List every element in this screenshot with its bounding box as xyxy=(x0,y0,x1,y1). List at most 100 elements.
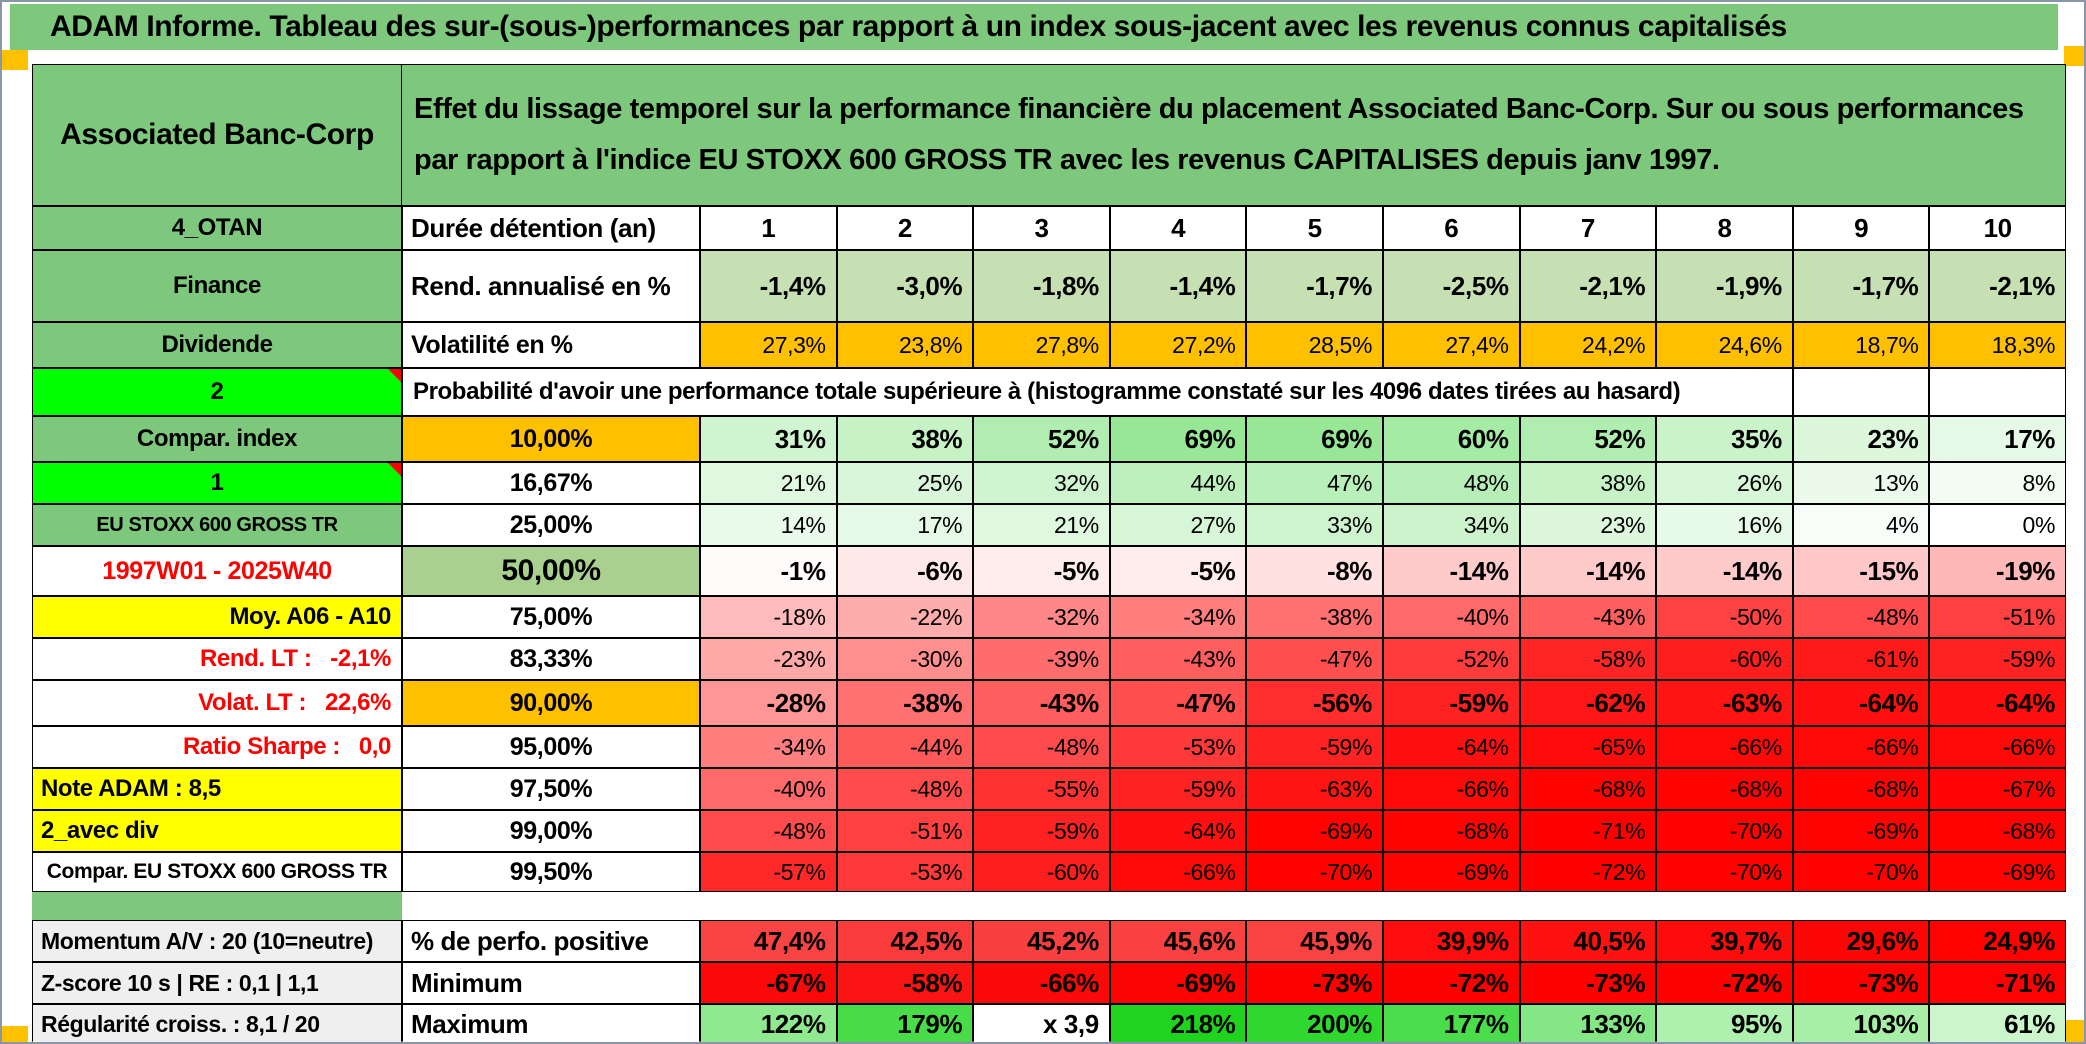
value-cell-p99-5-y3[interactable]: -60% xyxy=(973,852,1110,892)
value-cell-p97-5-y2[interactable]: -48% xyxy=(836,768,974,810)
value-cell-p90-y1[interactable]: -28% xyxy=(700,680,837,726)
metric-label-maximum[interactable]: Maximum xyxy=(402,1004,700,1042)
value-cell-volatility-y9[interactable]: 18,7% xyxy=(1792,322,1930,368)
value-cell-p16-67-y2[interactable]: 25% xyxy=(836,462,974,504)
value-cell-duration-y10[interactable]: 10 xyxy=(1929,206,2066,250)
value-cell-maximum-y2[interactable]: 179% xyxy=(836,1004,974,1042)
value-cell-annualized-return-y6[interactable]: -2,5% xyxy=(1383,250,1520,322)
value-cell-minimum-y3[interactable]: -66% xyxy=(973,962,1110,1004)
value-cell-p83-33-y8[interactable]: -60% xyxy=(1656,638,1793,680)
value-cell-annualized-return-y8[interactable]: -1,9% xyxy=(1656,250,1793,322)
value-cell-p50-y4[interactable]: -5% xyxy=(1109,546,1247,596)
value-cell-p75-y7[interactable]: -43% xyxy=(1519,596,1657,638)
value-cell-positive-perf-y9[interactable]: 29,6% xyxy=(1792,920,1930,962)
value-cell-p95-y9[interactable]: -66% xyxy=(1792,726,1930,768)
value-cell-minimum-y7[interactable]: -73% xyxy=(1519,962,1657,1004)
value-cell-p99-5-y8[interactable]: -70% xyxy=(1656,852,1793,892)
value-cell-minimum-y9[interactable]: -73% xyxy=(1792,962,1930,1004)
value-cell-p83-33-y9[interactable]: -61% xyxy=(1792,638,1930,680)
value-cell-p75-y4[interactable]: -34% xyxy=(1109,596,1247,638)
empty-cell[interactable] xyxy=(1792,368,1930,416)
value-cell-p10-y2[interactable]: 38% xyxy=(836,416,974,462)
value-cell-maximum-y7[interactable]: 133% xyxy=(1519,1004,1657,1042)
value-cell-p99-5-y5[interactable]: -70% xyxy=(1246,852,1383,892)
value-cell-p97-5-y3[interactable]: -55% xyxy=(973,768,1110,810)
metric-label-p25[interactable]: 25,00% xyxy=(402,504,700,546)
value-cell-annualized-return-y9[interactable]: -1,7% xyxy=(1792,250,1930,322)
value-cell-p10-y8[interactable]: 35% xyxy=(1656,416,1793,462)
value-cell-p16-67-y7[interactable]: 38% xyxy=(1519,462,1657,504)
value-cell-p10-y9[interactable]: 23% xyxy=(1792,416,1930,462)
value-cell-p16-67-y8[interactable]: 26% xyxy=(1656,462,1793,504)
value-cell-p95-y10[interactable]: -66% xyxy=(1929,726,2066,768)
table-description-cell[interactable]: Effet du lissage temporel sur la perform… xyxy=(402,64,2066,206)
value-cell-p99-y4[interactable]: -64% xyxy=(1109,810,1247,852)
value-cell-p83-33-y4[interactable]: -43% xyxy=(1109,638,1247,680)
value-cell-p90-y7[interactable]: -62% xyxy=(1519,680,1657,726)
value-cell-p75-y2[interactable]: -22% xyxy=(836,596,974,638)
value-cell-p99-5-y10[interactable]: -69% xyxy=(1929,852,2066,892)
value-cell-minimum-y6[interactable]: -72% xyxy=(1383,962,1520,1004)
row-label-p16-67[interactable]: 1 xyxy=(32,462,402,504)
value-cell-p50-y6[interactable]: -14% xyxy=(1383,546,1520,596)
value-cell-volatility-y2[interactable]: 23,8% xyxy=(836,322,974,368)
metric-label-positive-perf[interactable]: % de perfo. positive xyxy=(402,920,700,962)
value-cell-annualized-return-y1[interactable]: -1,4% xyxy=(700,250,837,322)
row-label-duration[interactable]: 4_OTAN xyxy=(32,206,402,250)
value-cell-volatility-y1[interactable]: 27,3% xyxy=(700,322,837,368)
value-cell-p50-y10[interactable]: -19% xyxy=(1929,546,2066,596)
value-cell-p25-y1[interactable]: 14% xyxy=(700,504,837,546)
row-label-p95[interactable]: Ratio Sharpe : 0,0 xyxy=(32,726,402,768)
row-label-minimum[interactable]: Z-score 10 s | RE : 0,1 | 1,1 xyxy=(32,962,402,1004)
value-cell-p25-y5[interactable]: 33% xyxy=(1246,504,1383,546)
row-label-probability-header[interactable]: 2 xyxy=(32,368,402,416)
value-cell-p75-y1[interactable]: -18% xyxy=(700,596,837,638)
metric-label-duration[interactable]: Durée détention (an) xyxy=(402,206,700,250)
value-cell-p97-5-y7[interactable]: -68% xyxy=(1519,768,1657,810)
value-cell-p90-y4[interactable]: -47% xyxy=(1109,680,1247,726)
value-cell-p99-5-y9[interactable]: -70% xyxy=(1792,852,1930,892)
value-cell-p25-y7[interactable]: 23% xyxy=(1519,504,1657,546)
value-cell-p95-y5[interactable]: -59% xyxy=(1246,726,1383,768)
value-cell-annualized-return-y7[interactable]: -2,1% xyxy=(1519,250,1657,322)
value-cell-p50-y2[interactable]: -6% xyxy=(836,546,974,596)
value-cell-p99-y6[interactable]: -68% xyxy=(1383,810,1520,852)
value-cell-p50-y8[interactable]: -14% xyxy=(1656,546,1793,596)
row-label-p99[interactable]: 2_avec div xyxy=(32,810,402,852)
value-cell-p50-y3[interactable]: -5% xyxy=(973,546,1110,596)
value-cell-p95-y1[interactable]: -34% xyxy=(700,726,837,768)
value-cell-p75-y9[interactable]: -48% xyxy=(1792,596,1930,638)
value-cell-p95-y3[interactable]: -48% xyxy=(973,726,1110,768)
value-cell-p99-y10[interactable]: -68% xyxy=(1929,810,2066,852)
value-cell-positive-perf-y4[interactable]: 45,6% xyxy=(1109,920,1247,962)
metric-label-annualized-return[interactable]: Rend. annualisé en % xyxy=(402,250,700,322)
value-cell-minimum-y5[interactable]: -73% xyxy=(1246,962,1383,1004)
value-cell-volatility-y10[interactable]: 18,3% xyxy=(1929,322,2066,368)
row-label-p99-5[interactable]: Compar. EU STOXX 600 GROSS TR xyxy=(32,852,402,892)
value-cell-p50-y7[interactable]: -14% xyxy=(1519,546,1657,596)
value-cell-p99-5-y4[interactable]: -66% xyxy=(1109,852,1247,892)
value-cell-maximum-y6[interactable]: 177% xyxy=(1383,1004,1520,1042)
value-cell-p90-y10[interactable]: -64% xyxy=(1929,680,2066,726)
value-cell-p75-y8[interactable]: -50% xyxy=(1656,596,1793,638)
value-cell-p97-5-y9[interactable]: -68% xyxy=(1792,768,1930,810)
value-cell-p97-5-y10[interactable]: -67% xyxy=(1929,768,2066,810)
value-cell-p25-y9[interactable]: 4% xyxy=(1792,504,1930,546)
value-cell-maximum-y8[interactable]: 95% xyxy=(1656,1004,1793,1042)
row-label-p90[interactable]: Volat. LT : 22,6% xyxy=(32,680,402,726)
value-cell-p99-5-y2[interactable]: -53% xyxy=(836,852,974,892)
row-label-annualized-return[interactable]: Finance xyxy=(32,250,402,322)
value-cell-p16-67-y6[interactable]: 48% xyxy=(1383,462,1520,504)
value-cell-p83-33-y6[interactable]: -52% xyxy=(1383,638,1520,680)
value-cell-p16-67-y3[interactable]: 32% xyxy=(973,462,1110,504)
metric-label-p97-5[interactable]: 97,50% xyxy=(402,768,700,810)
value-cell-duration-y8[interactable]: 8 xyxy=(1656,206,1793,250)
value-cell-p83-33-y3[interactable]: -39% xyxy=(973,638,1110,680)
value-cell-p97-5-y5[interactable]: -63% xyxy=(1246,768,1383,810)
value-cell-positive-perf-y5[interactable]: 45,9% xyxy=(1246,920,1383,962)
row-label-maximum[interactable]: Régularité croiss. : 8,1 / 20 xyxy=(32,1004,402,1042)
value-cell-maximum-y5[interactable]: 200% xyxy=(1246,1004,1383,1042)
value-cell-positive-perf-y10[interactable]: 24,9% xyxy=(1929,920,2066,962)
value-cell-p16-67-y4[interactable]: 44% xyxy=(1109,462,1247,504)
value-cell-volatility-y8[interactable]: 24,6% xyxy=(1656,322,1793,368)
